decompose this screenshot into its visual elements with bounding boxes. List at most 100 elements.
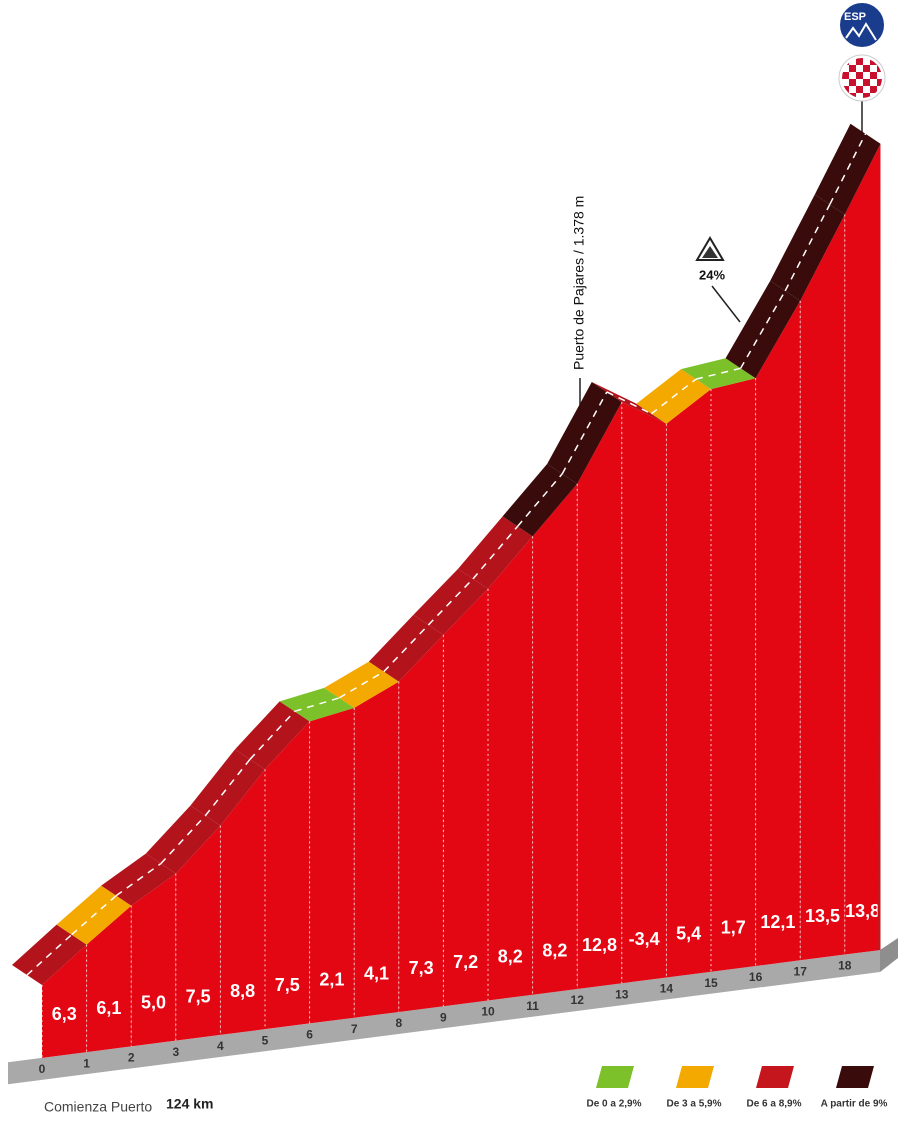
flag-square	[849, 79, 856, 86]
gradient-label: 8,2	[542, 941, 567, 961]
gradient-label: 7,2	[453, 952, 478, 972]
flag-square	[842, 72, 849, 79]
gradient-label: 5,0	[141, 992, 166, 1012]
gradient-label: 4,1	[364, 964, 389, 984]
profile-body	[398, 634, 444, 1012]
profile-body	[309, 707, 355, 1024]
legend-swatch	[676, 1066, 714, 1088]
flag-square	[870, 86, 877, 93]
gradient-label: 8,8	[230, 981, 255, 1001]
badge-mountain	[845, 22, 877, 41]
gradient-band	[591, 381, 667, 424]
profile-body	[175, 825, 221, 1041]
profile-body	[488, 536, 533, 1001]
gradient-label: 5,4	[676, 923, 701, 943]
gradient-label: 8,2	[498, 946, 523, 966]
km-label: 5	[262, 1033, 269, 1047]
centre-dash	[517, 473, 563, 527]
gradient-label: 12,1	[760, 912, 795, 932]
profile-body	[711, 378, 756, 972]
gradient-label: 6,3	[52, 1004, 77, 1024]
gradient-label: 12,8	[582, 935, 617, 955]
profile-body	[131, 873, 176, 1047]
flag-square	[856, 72, 863, 79]
km-label: 10	[481, 1005, 495, 1019]
gradient-band	[502, 463, 578, 537]
flag-square	[863, 79, 870, 86]
country-badge	[838, 1, 886, 49]
profile-body	[86, 905, 132, 1053]
centre-dash	[739, 290, 786, 369]
profile-body	[220, 769, 265, 1035]
profile-body	[577, 401, 622, 989]
legend-swatch	[836, 1066, 874, 1088]
flag-square	[856, 86, 863, 93]
legend-label: De 6 a 8,9%	[746, 1099, 801, 1110]
profile-side	[877, 143, 881, 950]
centre-dash	[427, 578, 474, 626]
gradient-label: 1,7	[721, 918, 746, 938]
flag-square	[849, 93, 856, 98]
max-gradient: 24%	[699, 267, 725, 282]
ground-top	[880, 938, 898, 972]
centre-dash	[160, 815, 206, 865]
profile-body	[844, 143, 881, 955]
centre-dash	[561, 391, 608, 475]
centre-dash	[115, 863, 162, 897]
flag-square	[863, 65, 870, 72]
km-label: 8	[395, 1016, 402, 1030]
gradient-band	[190, 749, 265, 826]
km-label: 0	[39, 1062, 46, 1076]
flag-square	[849, 65, 856, 72]
legend-label: De 0 a 2,9%	[586, 1099, 641, 1110]
profile-body	[354, 681, 399, 1018]
km-label: 4	[217, 1039, 224, 1053]
km-label: 14	[660, 982, 674, 996]
km-label: 9	[440, 1010, 447, 1024]
km-label: 1	[83, 1056, 90, 1070]
km-label: 2	[128, 1051, 135, 1065]
gradient-band	[279, 687, 355, 722]
flag-square	[877, 79, 882, 86]
flag-square	[877, 65, 882, 72]
legend-swatch	[756, 1066, 794, 1088]
start-label: Comienza Puerto	[44, 1099, 152, 1115]
profile-body	[800, 214, 845, 961]
gradient-band	[681, 358, 756, 390]
start-km: 124 km	[166, 1096, 213, 1112]
km-label: 17	[794, 964, 808, 978]
gradient-label: 13,5	[805, 906, 840, 926]
gradient-band	[547, 381, 622, 484]
flag-square	[856, 58, 863, 65]
gradient-band	[458, 516, 533, 589]
gradient-band	[770, 194, 845, 301]
legend-swatch	[596, 1066, 634, 1088]
profile-body	[532, 483, 578, 995]
finish-flag	[838, 54, 886, 102]
gradient-label: 7,5	[186, 987, 211, 1007]
km-label: 12	[571, 993, 585, 1007]
gradient-label: 7,5	[275, 975, 300, 995]
km-label: 16	[749, 970, 763, 984]
km-label: 18	[838, 959, 852, 973]
km-label: 6	[306, 1028, 313, 1042]
pass-label: Puerto de Pajares / 1.378 m	[571, 196, 587, 370]
centre-dash	[784, 204, 831, 292]
flag-square	[870, 72, 877, 79]
km-label: 15	[704, 976, 718, 990]
profile-body	[755, 300, 801, 967]
gradient-label: 7,3	[409, 958, 434, 978]
centre-dash	[249, 710, 296, 760]
centre-dash	[26, 934, 73, 976]
centre-dash	[829, 133, 867, 205]
profile-body	[621, 401, 667, 984]
gradient-sign	[695, 236, 741, 323]
km-label: 11	[526, 999, 539, 1013]
km-label: 7	[351, 1022, 358, 1036]
legend-label: A partir de 9%	[821, 1099, 888, 1110]
centre-dash	[650, 378, 697, 415]
profile-body	[265, 721, 310, 1030]
gradient-label: 6,1	[96, 998, 121, 1018]
flag-square	[863, 93, 870, 98]
